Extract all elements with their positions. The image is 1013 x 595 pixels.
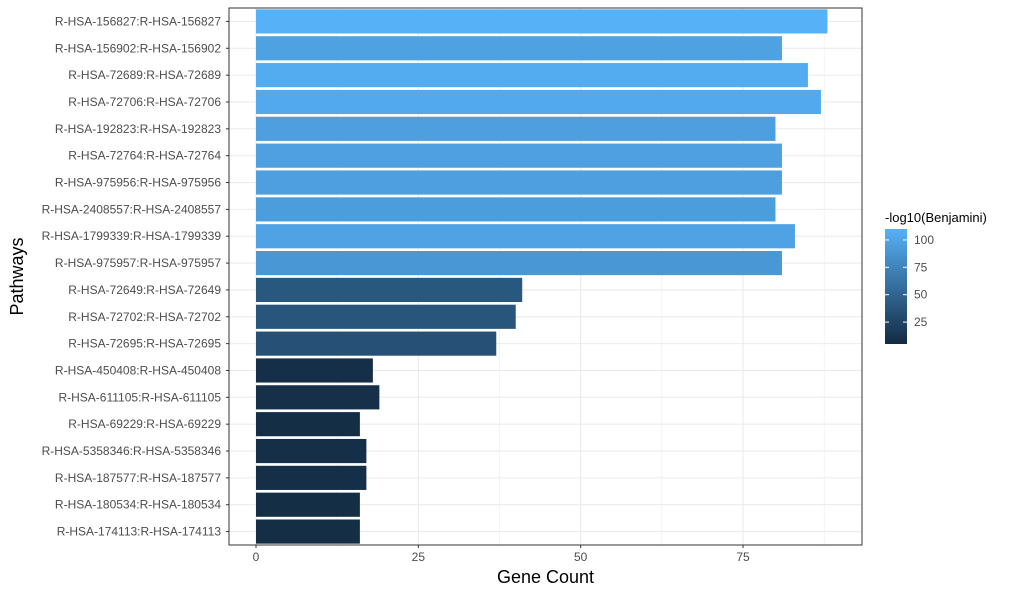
- y-tick-label: R-HSA-156827:R-HSA-156827: [55, 14, 221, 28]
- legend-title: -log10(Benjamini): [885, 210, 987, 225]
- bar: [256, 9, 828, 34]
- bar: [256, 143, 782, 168]
- bar: [256, 277, 523, 303]
- y-tick-label: R-HSA-2408557:R-HSA-2408557: [42, 202, 222, 216]
- bar: [256, 250, 782, 276]
- bar: [256, 197, 776, 222]
- y-tick-label: R-HSA-72706:R-HSA-72706: [68, 95, 221, 109]
- legend-tick-label: 25: [914, 315, 928, 329]
- y-tick-label: R-HSA-975956:R-HSA-975956: [55, 176, 221, 190]
- legend-tick-label: 50: [914, 288, 928, 302]
- bar: [256, 465, 367, 490]
- bar: [256, 412, 360, 437]
- bar: [256, 170, 782, 195]
- bar: [256, 116, 776, 141]
- y-tick-label: R-HSA-975957:R-HSA-975957: [55, 256, 221, 270]
- bar: [256, 438, 367, 464]
- legend-tick-label: 75: [914, 260, 928, 274]
- x-axis-title: Gene Count: [497, 567, 594, 587]
- y-tick-label: R-HSA-187577:R-HSA-187577: [55, 471, 221, 485]
- bar: [256, 385, 380, 410]
- y-tick-label: R-HSA-69229:R-HSA-69229: [68, 417, 221, 431]
- bar: [256, 331, 497, 356]
- bar: [256, 224, 795, 249]
- legend-ticks: 100 75 50 25: [885, 233, 934, 329]
- y-tick-label: R-HSA-72689:R-HSA-72689: [68, 68, 221, 82]
- plot-panel: [228, 7, 863, 546]
- bar: [256, 89, 821, 115]
- y-tick-label: R-HSA-156902:R-HSA-156902: [55, 41, 221, 55]
- y-tick-label: R-HSA-72764:R-HSA-72764: [68, 149, 221, 163]
- bar: [256, 63, 808, 88]
- x-tick-label: 0: [253, 550, 260, 564]
- x-tick-label: 50: [574, 550, 588, 564]
- bar: [256, 358, 373, 383]
- color-legend: -log10(Benjamini) 100 75 50 25: [885, 210, 987, 344]
- bar: [256, 36, 782, 61]
- y-tick-labels: R-HSA-156827:R-HSA-156827 R-HSA-156902:R-…: [42, 14, 229, 539]
- y-tick-label: R-HSA-72649:R-HSA-72649: [68, 283, 221, 297]
- y-axis-title: Pathways: [7, 237, 27, 315]
- y-tick-label: R-HSA-192823:R-HSA-192823: [55, 122, 221, 136]
- y-tick-label: R-HSA-174113:R-HSA-174113: [57, 525, 222, 539]
- bar: [256, 519, 360, 544]
- x-tick-label: 75: [736, 550, 750, 564]
- y-tick-label: R-HSA-180534:R-HSA-180534: [55, 498, 221, 512]
- y-tick-label: R-HSA-72702:R-HSA-72702: [68, 310, 221, 324]
- legend-tick-label: 100: [914, 233, 934, 247]
- y-tick-label: R-HSA-72695:R-HSA-72695: [68, 337, 221, 351]
- grid-lines: [229, 8, 862, 545]
- y-tick-label: R-HSA-5358346:R-HSA-5358346: [42, 444, 222, 458]
- x-tick-label: 25: [412, 550, 426, 564]
- bars: [256, 9, 828, 544]
- x-tick-labels: 0 25 50 75: [253, 545, 750, 564]
- bar: [256, 492, 360, 517]
- bar: [256, 304, 516, 329]
- y-tick-label: R-HSA-1799339:R-HSA-1799339: [42, 229, 222, 243]
- y-tick-label: R-HSA-611105:R-HSA-611105: [58, 390, 221, 404]
- legend-colorbar: [885, 229, 907, 344]
- y-tick-label: R-HSA-450408:R-HSA-450408: [55, 363, 221, 377]
